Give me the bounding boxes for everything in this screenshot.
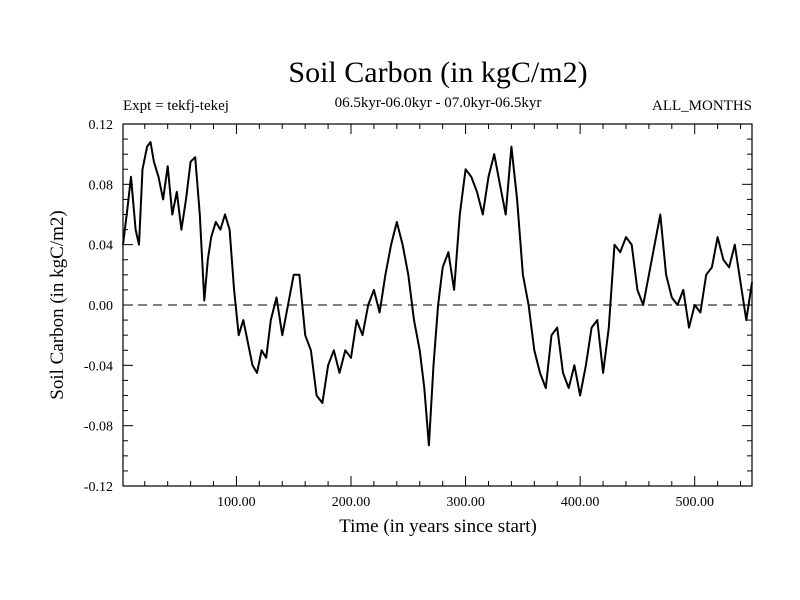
x-tick-label: 500.00 (675, 495, 714, 510)
y-tick-label: 0.12 (89, 118, 114, 133)
x-tick-label: 200.00 (332, 495, 371, 510)
experiment-label: Expt = tekfj-tekej (123, 98, 229, 114)
period-label: ALL_MONTHS (652, 98, 752, 114)
chart-title: Soil Carbon (in kgC/m2) (288, 56, 587, 89)
y-tick-label: -0.12 (84, 480, 113, 495)
chart-subtitle: 06.5kyr-06.0kyr - 07.0kyr-06.5kyr (335, 95, 542, 111)
x-tick-label: 400.00 (561, 495, 600, 510)
y-tick-label: 0.00 (89, 299, 114, 314)
x-tick-label: 300.00 (446, 495, 485, 510)
x-axis-label: Time (in years since start) (339, 516, 537, 537)
plot-frame (122, 123, 753, 487)
series-line-soil-carbon (122, 141, 753, 447)
y-tick-label: 0.08 (89, 178, 114, 193)
y-tick-label: -0.08 (84, 420, 113, 435)
plot-area: -0.12 -0.08 -0.04 0.00 0.04 0.08 0.12 100.00 200… (84, 118, 753, 510)
y-tick-label: 0.04 (89, 239, 114, 254)
x-tick-label: 100.00 (217, 495, 256, 510)
y-axis-label: Soil Carbon (in kgC/m2) (47, 210, 68, 399)
y-tick-label: -0.04 (84, 359, 113, 374)
